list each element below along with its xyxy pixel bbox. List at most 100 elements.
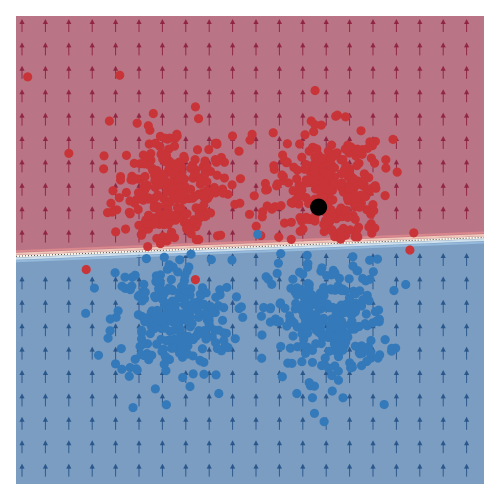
field-arrow (136, 416, 142, 430)
field-arrow (183, 19, 189, 32)
field-arrow (440, 370, 446, 383)
field-arrow-head (417, 112, 423, 118)
field-arrow-head (136, 89, 142, 95)
field-arrow (370, 416, 376, 430)
field-arrow-head (206, 463, 212, 469)
field-arrow-head (113, 19, 119, 24)
field-arrow-head (19, 136, 25, 141)
field-arrow (230, 276, 236, 290)
data-point-red (194, 208, 204, 219)
field-arrow (42, 159, 48, 173)
field-arrow (347, 440, 353, 454)
field-arrow-head (370, 19, 376, 24)
data-point-red (276, 201, 286, 211)
field-arrow (89, 206, 95, 220)
data-point-blue (348, 252, 358, 262)
field-arrow (230, 65, 236, 79)
data-point-red (202, 177, 212, 187)
field-arrow (42, 323, 48, 337)
field-arrow (300, 89, 306, 103)
data-point-blue (196, 356, 206, 366)
field-arrow (183, 393, 189, 407)
data-point-blue (329, 317, 339, 328)
field-arrow (347, 42, 353, 56)
data-point-blue (302, 250, 312, 260)
data-point-blue (371, 316, 382, 326)
field-arrow-head (440, 159, 446, 165)
field-arrow-head (276, 42, 282, 48)
data-point-blue (160, 351, 170, 361)
field-arrow (230, 416, 236, 430)
data-point-blue (335, 335, 345, 345)
data-point-blue (330, 268, 340, 278)
field-arrow-head (417, 89, 423, 95)
data-point-blue (124, 371, 134, 381)
field-arrow-head (253, 440, 259, 446)
data-point-red (345, 183, 355, 193)
field-arrow (230, 440, 236, 454)
field-arrow-head (19, 323, 25, 329)
data-point-blue (401, 279, 411, 290)
field-arrow (159, 42, 165, 56)
field-arrow-head (393, 440, 399, 446)
data-point-blue (138, 339, 148, 349)
field-arrow (19, 393, 25, 407)
field-arrow-head (393, 65, 399, 71)
field-arrow (42, 299, 48, 313)
field-arrow-head (253, 112, 259, 118)
field-arrow-head (440, 299, 446, 305)
data-point-red (115, 70, 125, 80)
field-arrow (253, 299, 259, 313)
field-arrow-head (230, 463, 236, 469)
data-point-blue (259, 302, 269, 313)
field-arrow-head (113, 89, 119, 95)
data-point-red (212, 170, 222, 180)
data-point-blue (277, 372, 287, 382)
field-arrow-head (440, 276, 446, 282)
field-arrow (323, 253, 329, 266)
data-point-red (125, 196, 135, 206)
data-point-red (219, 173, 230, 183)
data-point-blue (159, 252, 169, 262)
field-arrow-head (323, 370, 329, 375)
data-point-red (166, 227, 176, 238)
field-arrow-head (113, 299, 119, 305)
field-arrow-head (42, 416, 48, 422)
data-point-red (353, 232, 363, 242)
data-point-blue (379, 399, 389, 410)
field-arrow-head (253, 42, 259, 48)
field-arrow-head (417, 276, 423, 282)
field-arrow (230, 159, 236, 173)
field-arrow (19, 89, 25, 103)
field-arrow (417, 65, 423, 79)
field-arrow (19, 346, 25, 360)
data-point-blue (336, 300, 346, 310)
field-arrow-head (19, 19, 25, 24)
field-arrow-head (347, 463, 353, 469)
field-arrow (347, 463, 353, 477)
field-arrow-head (370, 416, 376, 422)
field-arrow-head (19, 463, 25, 469)
data-point-red (176, 173, 186, 184)
field-arrow (347, 346, 353, 360)
data-point-red (340, 144, 350, 154)
field-arrow (440, 182, 446, 196)
data-point-blue (368, 267, 378, 277)
field-arrow (42, 393, 48, 407)
field-arrow (253, 159, 259, 173)
field-arrow (159, 440, 165, 454)
field-arrow (464, 19, 470, 32)
field-arrow-head (89, 112, 95, 118)
field-arrow-head (136, 136, 142, 141)
data-point-blue (180, 271, 190, 281)
field-arrow-head (440, 323, 446, 329)
data-point-blue (174, 292, 184, 303)
data-point-red (199, 193, 209, 203)
data-point-red (317, 153, 327, 163)
field-arrow (300, 393, 306, 407)
field-arrow-head (393, 393, 399, 399)
data-point-red (102, 208, 113, 218)
data-point-blue (327, 386, 337, 396)
data-point-blue (210, 325, 220, 335)
field-arrow-head (206, 112, 212, 118)
